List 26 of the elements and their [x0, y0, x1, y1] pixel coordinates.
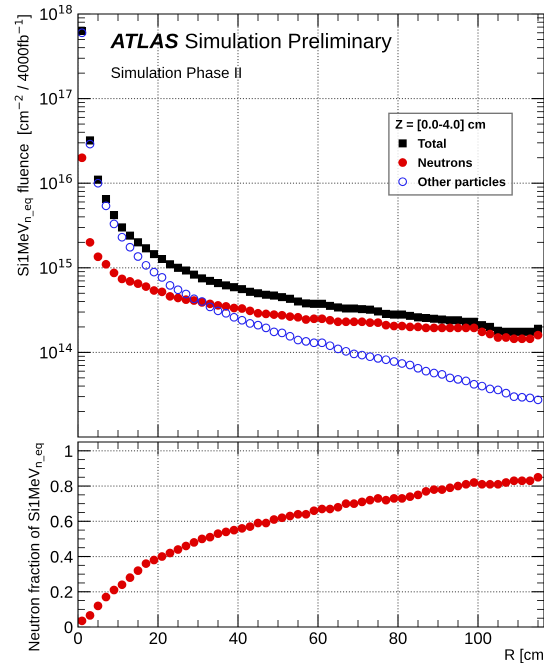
- legend-label: Other particles: [418, 177, 506, 189]
- x-axis-title: R [cm: [505, 648, 543, 664]
- x-tick-label: 40: [229, 632, 247, 644]
- y-tick-label: 0: [64, 621, 72, 634]
- y-tick-label: 10$^{15}$: [40, 258, 72, 274]
- y-tick-label: 10$^{18}$: [40, 4, 72, 20]
- y-axis-title: Si1MeV$_{n_eq}$ fluence [cm$^{−2}$ / 4000fb$^{−1}$]: [14, 15, 34, 276]
- y-tick-label: 1: [65, 445, 72, 457]
- legend-label: Total: [418, 138, 446, 148]
- legend-title: Z = [0.0-4.0] cm: [396, 120, 486, 132]
- y-tick-label: 0.2: [50, 586, 72, 598]
- x-tick-label: 20: [150, 632, 167, 644]
- y-tick-label: 10$^{17}$: [40, 90, 72, 105]
- x-tick-label: 80: [389, 632, 407, 644]
- y-tick-label: 0.4: [50, 550, 73, 563]
- text: ATLAS Simulation Preliminary: [110, 33, 392, 52]
- legend-label: Neutrons: [418, 158, 472, 168]
- x-tick-label: 0: [74, 632, 82, 644]
- y-axis-title: Neutron fraction of Si1MeV$_{n_eq}$: [28, 444, 44, 650]
- text: Simulation Phase II: [111, 66, 241, 78]
- x-tick-label: 100: [465, 632, 492, 644]
- y-tick-label: 0.8: [50, 480, 72, 492]
- y-tick-label: 10$^{14}$: [40, 343, 72, 358]
- x-tick-label: 60: [310, 632, 327, 644]
- y-tick-label: 0.6: [50, 516, 72, 528]
- y-tick-label: 10$^{16}$: [40, 174, 72, 190]
